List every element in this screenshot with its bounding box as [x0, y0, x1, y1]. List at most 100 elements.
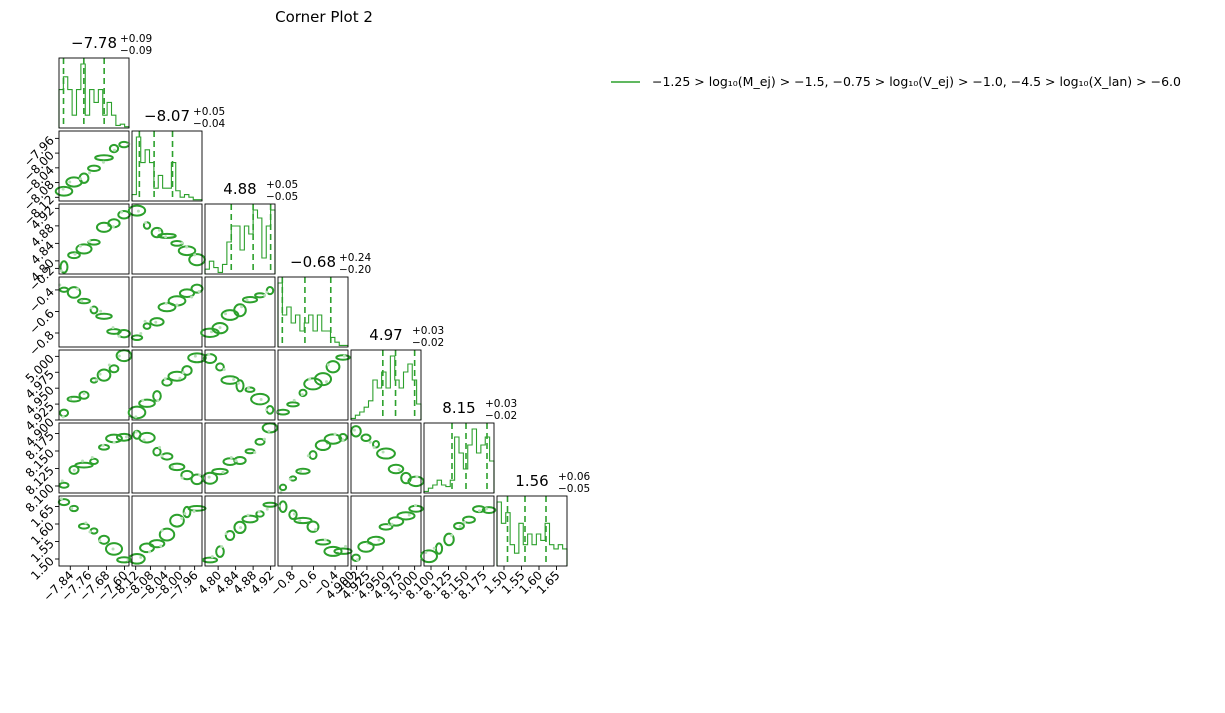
- contour-3-1-0: [130, 334, 144, 341]
- summary-minus-1: −0.04: [193, 118, 225, 130]
- contour-4-0-5: [108, 364, 120, 374]
- sample-point-6-2-2: [224, 532, 228, 536]
- contour-4-3-2: [298, 388, 308, 398]
- sample-point-5-2-1: [221, 470, 225, 474]
- contour-1-0-3: [87, 164, 101, 173]
- contour-5-3-2: [295, 467, 311, 475]
- sample-point-4-3-6: [342, 354, 346, 358]
- sample-point-4-2-5: [259, 398, 263, 402]
- sample-point-3-2-0: [210, 330, 214, 334]
- sample-point-4-3-4: [324, 380, 328, 384]
- sample-point-5-1-1: [142, 438, 146, 442]
- sample-point-4-3-1: [292, 398, 296, 402]
- sample-point-1-0-4: [101, 160, 105, 164]
- contour-6-0-1: [69, 504, 79, 513]
- summary-median-4: 4.97: [369, 326, 402, 344]
- sample-point-5-0-1: [72, 468, 76, 472]
- sample-point-4-0-2: [82, 391, 86, 395]
- histogram-step-6: [496, 501, 568, 566]
- contour-3-1-1: [142, 322, 152, 330]
- panel-frame-4-4: [350, 349, 422, 421]
- contour-5-1-1: [138, 431, 156, 444]
- summary-plus-6: +0.06: [558, 471, 590, 483]
- contour-6-3-1: [288, 509, 298, 520]
- sample-point-3-1-5: [190, 295, 194, 299]
- histogram-panel-3: −0.68 +0.24−0.20: [277, 252, 371, 348]
- contour-6-3-2: [293, 516, 313, 525]
- contour-panel-5-2: [201, 422, 279, 494]
- contour-5-4-4: [387, 463, 405, 475]
- sample-point-5-0-2: [81, 459, 85, 463]
- contour-2-0-6: [117, 209, 131, 220]
- contour-3-2-6: [265, 286, 275, 296]
- contour-3-2-3: [233, 303, 247, 318]
- sample-point-3-2-3: [240, 305, 244, 309]
- sample-point-5-4-3: [381, 450, 385, 454]
- contour-3-0-4: [95, 312, 113, 320]
- sample-point-6-2-0: [210, 555, 214, 559]
- contour-6-1-1: [139, 542, 155, 554]
- sample-point-2-0-2: [78, 244, 82, 248]
- sample-point-6-0-1: [70, 506, 74, 510]
- panel-frame-6-2: [204, 495, 276, 567]
- contour-panel-3-1: [130, 276, 204, 348]
- sample-point-4-0-0: [61, 415, 65, 419]
- contour-6-4-5: [396, 511, 416, 521]
- contour-6-4-3: [378, 523, 394, 531]
- panel-frame-3-1: [131, 276, 203, 348]
- sample-point-5-4-1: [368, 440, 372, 444]
- contour-4-3-1: [286, 401, 300, 408]
- panel-frame-5-0: [58, 422, 130, 494]
- contour-panel-2-1: [127, 203, 206, 275]
- summary-plus-2: +0.05: [266, 179, 298, 191]
- contour-5-4-2: [371, 439, 381, 449]
- sample-point-5-4-2: [372, 446, 376, 450]
- sample-point-4-2-3: [236, 381, 240, 385]
- chart-title: Corner Plot 2: [275, 8, 373, 26]
- sample-point-6-1-0: [139, 555, 143, 559]
- contour-3-1-6: [190, 283, 204, 294]
- sample-point-6-1-5: [183, 512, 187, 516]
- sample-point-2-1-5: [185, 245, 189, 249]
- contour-6-4-0: [351, 553, 361, 562]
- sample-point-3-2-6: [265, 290, 269, 294]
- sample-point-5-0-3: [90, 456, 94, 460]
- contour-5-3-4: [314, 439, 332, 452]
- sample-point-6-3-6: [344, 544, 348, 548]
- sample-point-5-1-2: [158, 445, 162, 449]
- contour-4-1-2: [152, 390, 162, 402]
- summary-minus-4: −0.02: [412, 337, 444, 349]
- contour-5-1-4: [168, 462, 186, 472]
- sample-point-4-3-2: [300, 393, 304, 397]
- sample-point-2-1-0: [136, 209, 140, 213]
- panel-frame-2-0: [58, 203, 130, 275]
- histogram-panel-6: 1.56 +0.06−0.051.501.551.601.65: [481, 471, 590, 597]
- sample-point-3-2-1: [218, 326, 222, 330]
- contour-6-0-2: [77, 522, 91, 530]
- contour-5-2-0: [201, 471, 219, 485]
- sample-point-1-0-3: [88, 171, 92, 175]
- sample-point-2-0-3: [87, 239, 91, 243]
- contour-6-5-2: [443, 532, 455, 547]
- sample-point-4-3-3: [308, 377, 312, 381]
- sample-point-3-1-2: [154, 320, 158, 324]
- contour-4-2-1: [215, 362, 225, 372]
- panel-frame-5-1: [131, 422, 203, 494]
- sample-point-6-0-2: [84, 521, 88, 525]
- summary-median-6: 1.56: [515, 472, 548, 490]
- contour-5-3-5: [323, 433, 343, 445]
- sample-point-2-0-5: [111, 225, 115, 229]
- contour-panel-4-3: [276, 349, 351, 421]
- contour-6-0-5: [104, 542, 124, 556]
- contour-6-3-5: [323, 545, 343, 557]
- sample-point-4-0-5: [107, 363, 111, 367]
- contour-6-2-2: [224, 530, 236, 542]
- contour-6-2-0: [201, 556, 219, 564]
- sample-point-5-1-4: [170, 465, 174, 469]
- contour-3-0-0: [58, 286, 70, 293]
- contour-4-3-3: [303, 377, 323, 391]
- panel-frame-6-3: [277, 495, 349, 567]
- sample-point-3-1-1: [143, 319, 147, 323]
- summary-minus-0: −0.09: [120, 45, 152, 57]
